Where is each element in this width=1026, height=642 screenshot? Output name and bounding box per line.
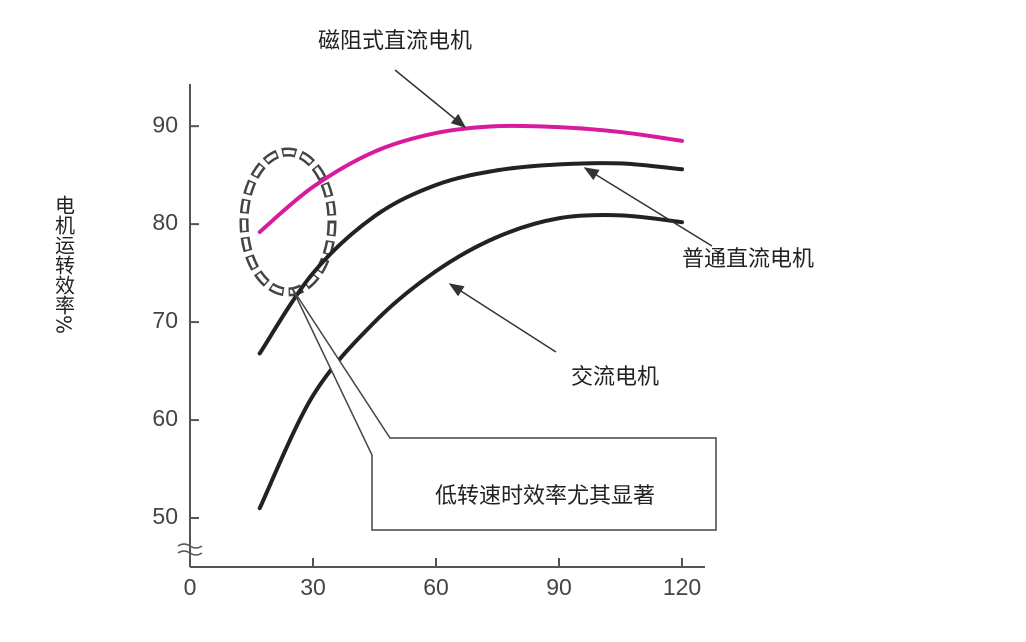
series-line xyxy=(257,161,684,356)
callout-box xyxy=(291,287,717,531)
arrow xyxy=(394,69,467,128)
annotation: 低转速时效率尤其显著 xyxy=(435,484,655,509)
highlight-ellipse-inner xyxy=(242,150,334,294)
arrow xyxy=(448,283,557,353)
x-tick-label: 30 xyxy=(300,574,326,600)
series-label: 磁阻式直流电机 xyxy=(318,29,472,54)
series-label: 交流电机 xyxy=(571,365,659,390)
x-tick-label: 90 xyxy=(546,574,572,600)
x-tick-label: 60 xyxy=(423,574,449,600)
y-tick-label: 90 xyxy=(152,111,178,137)
y-tick-label: 50 xyxy=(152,503,178,529)
axis-break xyxy=(177,543,203,556)
series-line xyxy=(257,123,684,234)
y-tick-label: 80 xyxy=(152,209,178,235)
y-tick-label: 60 xyxy=(152,405,178,431)
arrow xyxy=(583,167,713,247)
y-axis-label: 电机运转效率% xyxy=(52,195,76,334)
y-tick-label: 70 xyxy=(152,307,178,333)
x-tick-label: 0 xyxy=(184,574,197,600)
series-label: 普通直流电机 xyxy=(682,247,814,272)
series-line xyxy=(257,213,684,511)
x-tick-label: 120 xyxy=(663,574,701,600)
